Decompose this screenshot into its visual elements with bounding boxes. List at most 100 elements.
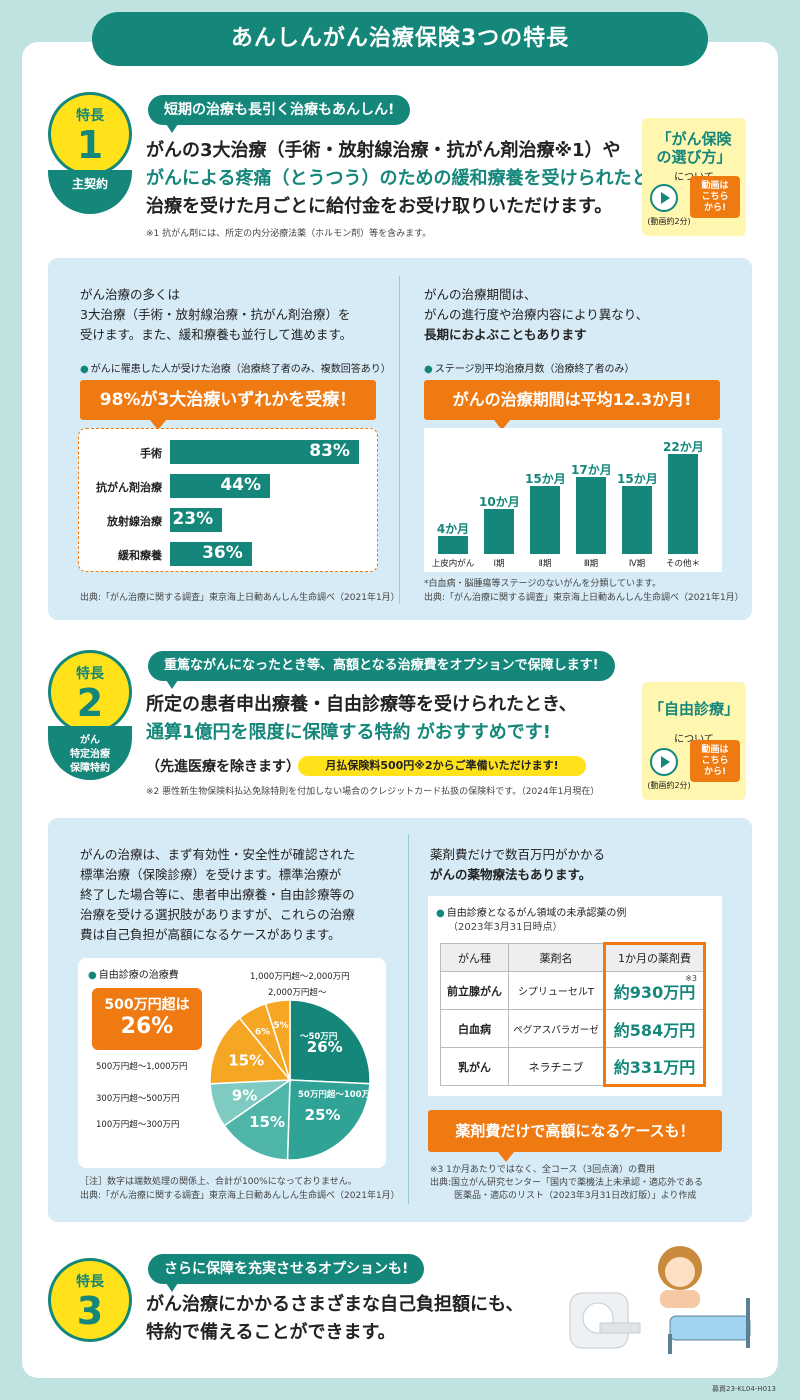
panel1-left-banner: 98%が3大治療いずれかを受療！	[80, 380, 376, 430]
drug-table-title1: 自由診療となるがん領域の未承認薬の例	[436, 904, 627, 919]
table-cell-price: 約331万円	[603, 1047, 706, 1087]
bar-value: 17か月	[571, 462, 612, 477]
video2-sub: について	[642, 730, 746, 745]
pie-value: 25%	[305, 1106, 341, 1124]
pie-value: 9%	[232, 1086, 257, 1104]
bar-value: 10か月	[479, 494, 520, 509]
bar	[170, 474, 271, 498]
feature3-badge-label: 特長	[76, 1274, 104, 1290]
panel2-right-text2: がんの薬物療法もあります。	[430, 867, 592, 882]
video2-button[interactable]: 動画は こちら から!	[690, 740, 740, 782]
panel2-right-note3: 医薬品・適応のリスト（2023年3月31日改訂版）」より作成	[454, 1191, 697, 1201]
pie-slice	[289, 999, 371, 1085]
video2-title1-b: 」	[724, 700, 740, 718]
video2-title1: 「自由診療」	[642, 700, 746, 718]
price-mark: ※3	[685, 974, 697, 983]
drug-table-title2: （2023年3月31日時点）	[448, 922, 563, 933]
bar-label: 抗がん剤治療	[96, 481, 162, 494]
video1-title2: の選び方」	[656, 148, 732, 166]
table-cell: 白血病	[440, 1009, 509, 1048]
table-row: 乳がん ネラチニブ 約331万円	[440, 1047, 706, 1087]
panel2-left-note1: ［注］数字は端数処理の関係上、合計が100%になっておりません。	[80, 1177, 357, 1187]
drug-table: がん種 薬剤名 1か月の薬剤費 前立腺がん シプリューセルT 約930万円 ※3…	[440, 942, 706, 1087]
bar	[622, 485, 652, 554]
feature2-line2-text: 通算1億円を限度に保障する特約 がおすすめです!	[146, 722, 551, 743]
pie-category-label: ～50万円	[300, 1032, 338, 1042]
tick-label: Ⅱ期	[538, 559, 552, 569]
pie-value: 5%	[273, 1021, 288, 1031]
video1-title1: 「がん保険	[656, 130, 732, 148]
pie-callout-line1: 500万円超は	[104, 997, 190, 1013]
bar	[530, 485, 560, 554]
panel1-right-text3: 長期におよぶこともあります	[424, 327, 587, 342]
panel2-right-note1: ※3 1か月あたりではなく、全コース（3回点滴）の費用	[430, 1165, 656, 1175]
feature2-line2: 通算1億円を限度に保障する特約 がおすすめです!	[146, 720, 551, 746]
pie-category-label: 300万円超～500万円	[96, 1094, 180, 1104]
hospital-illustration	[569, 1246, 751, 1354]
tick-label: その他＊	[665, 559, 700, 569]
table-header: 薬剤名	[508, 943, 605, 972]
table-cell: ペグアスパラガーゼ	[508, 1009, 605, 1048]
pie-category-label: 2,000万円超～	[268, 988, 327, 998]
pie-value: 15%	[228, 1051, 264, 1069]
pie-slice	[209, 1016, 292, 1085]
feature1-badge-num: 1	[76, 123, 104, 167]
table-header: がん種	[440, 943, 509, 972]
feature1-line3: 治療を受けた月ごとに給付金をお受け取りいただけます。	[146, 196, 613, 217]
feature2-badge-num: 2	[76, 681, 104, 725]
feature2-line1: 所定の患者申出療養・自由診療等を受けられたとき、	[146, 694, 577, 715]
cost-pie-chart: 26% 25% 15% 9% 15% 6%5%	[209, 999, 371, 1161]
tick-label: Ⅳ期	[628, 559, 646, 569]
bar-value: 15か月	[617, 471, 658, 486]
bed-icon	[668, 1298, 751, 1354]
video1-btn-line2: こちら	[701, 192, 729, 202]
feature1-pill: 短期の治療も長引く治療もあんしん!	[148, 95, 411, 133]
bar-value: 22か月	[663, 440, 704, 454]
feature2-sub2: 特定治療	[70, 749, 110, 760]
video2-btn-line3: から!	[703, 767, 727, 777]
feature2-line3: （先進医療を除きます）	[146, 759, 300, 775]
table-cell: シプリューセルT	[508, 971, 605, 1010]
feature1-line1: がんの3大治療（手術・放射線治療・抗がん剤治療※1）や	[146, 140, 621, 161]
feature2-note: ※2 悪性新生物保険料払込免除特則を付加しない場合のクレジットカード払扱の保険料…	[146, 787, 600, 797]
video1-button[interactable]: 動画は こちら から!	[690, 176, 740, 218]
panel2-right-note2: 出典:国立がん研究センター「国内で薬機法上未承認・適応外である	[430, 1178, 703, 1188]
table-cell: 乳がん	[440, 1047, 509, 1086]
feature2-sub1: がん	[80, 735, 100, 746]
feature3-badge-num: 3	[76, 1289, 104, 1333]
panel2-divider	[408, 834, 409, 1204]
panel2-left-text1: がんの治療は、まず有効性・安全性が確認された	[80, 847, 356, 862]
pie-category-label: 50万円超～100万円	[298, 1090, 379, 1100]
play-icon	[650, 748, 678, 776]
panel1-right-note1: *白血病・脳腫瘍等ステージのないがんを分類しています。	[424, 579, 662, 589]
bar-value: 44%	[220, 475, 262, 495]
table-cell-price: 約584万円	[603, 1009, 706, 1048]
feature3-badge: 特長 3	[48, 1258, 132, 1342]
pie-slice	[286, 1079, 371, 1161]
panel1-divider	[399, 276, 400, 604]
bar-label: 手術	[140, 447, 162, 460]
table-cell: ネラチニブ	[508, 1047, 605, 1086]
feature2-price-strip: 月払保険料500円※2からご準備いただけます!	[298, 756, 586, 776]
feature3-line1: がん治療にかかるさまざまな自己負担額にも、	[146, 1294, 524, 1315]
bar-label: 放射線治療	[107, 515, 162, 528]
play-icon	[650, 184, 678, 212]
video2-btn-line2: こちら	[701, 756, 729, 766]
video1-btn-line3: から!	[703, 203, 727, 213]
feature2-pill: 重篤ながんになったとき等、高額となる治療費をオプションで保障します!	[148, 651, 615, 689]
video1-duration: (動画約2分)	[647, 217, 691, 226]
bar	[438, 535, 468, 554]
feature1-note: ※1 抗がん剤には、所定の内分泌療法薬（ホルモン剤）等を含みます。	[146, 229, 432, 239]
bar	[170, 542, 253, 566]
video2-duration: (動画約2分)	[647, 781, 691, 790]
feature2-sub3: 保障特約	[70, 763, 110, 774]
panel2-left-text2: 標準治療（保険診療）を受けます。標準治療が	[80, 867, 342, 882]
tick-label: Ⅲ期	[583, 559, 599, 569]
bar	[576, 476, 606, 554]
bar	[170, 440, 360, 464]
patient-icon	[658, 1246, 702, 1308]
pie-value: 26%	[307, 1038, 343, 1056]
feature3-pill: さらに保障を充実させるオプションも!	[148, 1254, 425, 1292]
